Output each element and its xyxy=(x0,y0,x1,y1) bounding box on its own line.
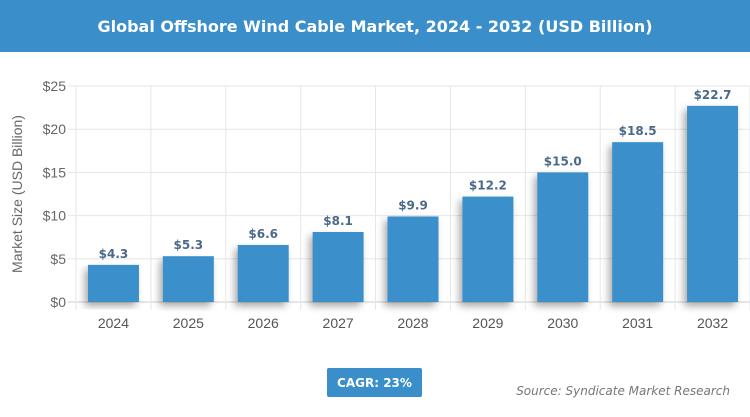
y-tick-label: $25 xyxy=(43,78,67,94)
cagr-badge: CAGR: 23% xyxy=(327,368,422,397)
data-label: $5.3 xyxy=(174,238,204,252)
bar-2026 xyxy=(237,244,289,302)
x-tick-label: 2028 xyxy=(397,315,428,331)
bar-2027 xyxy=(312,232,364,302)
x-tick-label: 2024 xyxy=(98,315,129,331)
data-label: $12.2 xyxy=(469,179,507,193)
y-tick-label: $5 xyxy=(50,251,66,267)
y-tick-label: $20 xyxy=(43,121,67,137)
data-label: $18.5 xyxy=(619,124,657,138)
source-note: Source: Syndicate Market Research xyxy=(516,384,730,398)
bar-2028 xyxy=(387,216,439,302)
y-tick-label: $0 xyxy=(50,294,66,310)
bar-2029 xyxy=(462,196,514,302)
y-tick-label: $15 xyxy=(43,164,67,180)
chart-title: Global Offshore Wind Cable Market, 2024 … xyxy=(0,0,750,52)
bar-2032 xyxy=(687,105,739,302)
y-tick-label: $10 xyxy=(43,208,67,224)
bar-chart: $0 $5 $10 $15 $20 $25 $4.3 2024 $5.3 2025 $6.6 2026… xyxy=(9,78,750,331)
x-tick-label: 2031 xyxy=(622,315,653,331)
bar-2030 xyxy=(537,172,589,302)
x-tick-label: 2026 xyxy=(248,315,279,331)
x-tick-label: 2025 xyxy=(173,315,204,331)
y-axis-label: Market Size (USD Billion) xyxy=(9,115,25,273)
x-tick-label: 2027 xyxy=(323,315,354,331)
data-label: $6.6 xyxy=(248,227,278,241)
data-label: $9.9 xyxy=(398,198,428,212)
data-label: $4.3 xyxy=(99,247,129,261)
bar-2031 xyxy=(612,142,664,302)
bar-2024 xyxy=(87,264,139,302)
data-label: $15.0 xyxy=(544,154,582,168)
x-tick-label: 2029 xyxy=(472,315,503,331)
data-label: $22.7 xyxy=(694,88,732,102)
x-tick-label: 2032 xyxy=(697,315,728,331)
bar-2025 xyxy=(162,256,214,302)
data-label: $8.1 xyxy=(323,214,353,228)
x-tick-label: 2030 xyxy=(547,315,578,331)
